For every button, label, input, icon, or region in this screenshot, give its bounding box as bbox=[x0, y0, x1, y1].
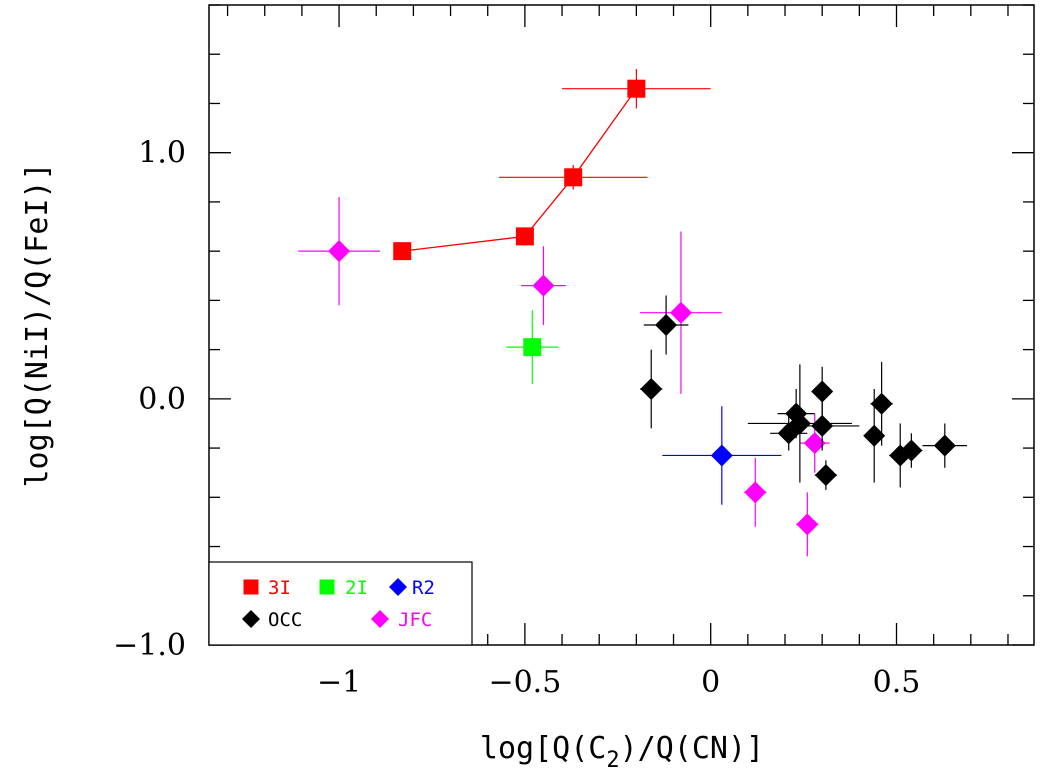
x-tick-label: 0.5 bbox=[873, 665, 921, 700]
series-occ bbox=[640, 295, 968, 490]
data-point-r2 bbox=[710, 444, 733, 467]
tick-labels: −1 −0.5 0 0.5 −1.0 0.0 1.0 bbox=[113, 136, 920, 700]
data-point-jfc bbox=[328, 240, 351, 263]
legend-label-3i: 3I bbox=[268, 577, 291, 599]
data-point-3i bbox=[393, 242, 412, 261]
x-axis-title: log[Q(C2)/Q(CN)] bbox=[480, 731, 764, 772]
data-point-occ bbox=[814, 464, 837, 487]
data-point-jfc bbox=[532, 274, 555, 297]
y-tick-label: 0.0 bbox=[138, 382, 186, 417]
series-line-3i bbox=[402, 88, 637, 252]
legend-label-r2: R2 bbox=[412, 577, 435, 599]
data-point-occ bbox=[655, 314, 678, 336]
data-point-jfc bbox=[796, 513, 819, 536]
legend-marker-2i bbox=[319, 579, 335, 595]
legend-box bbox=[208, 561, 473, 646]
x-tick-label: −1 bbox=[317, 665, 361, 700]
data-point-occ bbox=[870, 392, 893, 415]
series-r2 bbox=[662, 406, 782, 505]
data-point-3i bbox=[564, 168, 583, 187]
data-point-jfc bbox=[803, 432, 826, 455]
data-point-3i bbox=[627, 79, 646, 98]
data-point-occ bbox=[640, 378, 663, 400]
series-jfc bbox=[298, 197, 830, 557]
data-point-occ bbox=[811, 380, 834, 403]
legend-label-2i: 2I bbox=[345, 577, 368, 599]
data-point-3i bbox=[515, 227, 534, 246]
legend: 3I 2I R2 OCC JFC bbox=[208, 561, 473, 646]
data-point-jfc bbox=[744, 481, 767, 504]
legend-marker-r2 bbox=[389, 578, 407, 596]
legend-marker-occ bbox=[242, 610, 260, 628]
legend-marker-jfc bbox=[371, 610, 389, 628]
data-point-2i bbox=[523, 338, 542, 357]
data-point-occ bbox=[863, 424, 886, 447]
series-3i bbox=[393, 69, 711, 261]
legend-label-jfc: JFC bbox=[398, 609, 432, 631]
y-tick-label: −1.0 bbox=[113, 628, 186, 663]
legend-marker-3i bbox=[243, 579, 259, 595]
legend-markers bbox=[242, 578, 407, 628]
series-2i bbox=[506, 310, 559, 385]
data-point-occ bbox=[900, 439, 923, 462]
y-tick-label: 1.0 bbox=[138, 136, 186, 171]
plot-series bbox=[298, 69, 968, 557]
x-tick-label: 0 bbox=[701, 665, 720, 700]
data-point-occ bbox=[811, 414, 834, 437]
x-tick-label: −0.5 bbox=[488, 665, 561, 700]
y-axis-title: log[Q(NiI)/Q(FeI)] bbox=[20, 162, 55, 487]
data-point-jfc bbox=[669, 301, 692, 324]
legend-label-occ: OCC bbox=[268, 609, 302, 631]
data-point-occ bbox=[933, 434, 956, 457]
data-point-occ bbox=[788, 412, 811, 435]
plot-frame bbox=[208, 4, 1035, 646]
axis-ticks bbox=[209, 4, 1034, 646]
